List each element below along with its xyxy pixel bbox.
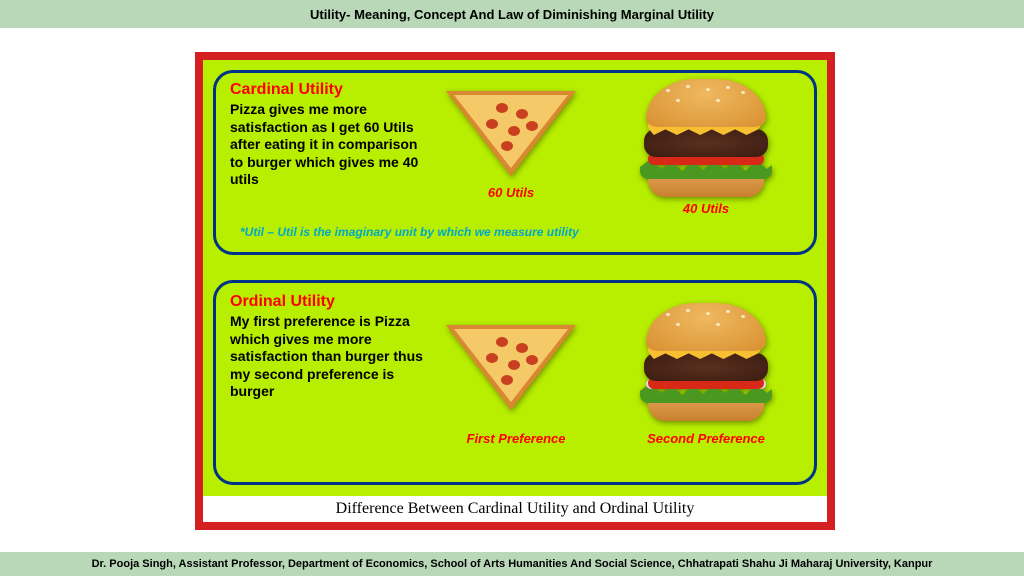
ordinal-title: Ordinal Utility	[230, 293, 335, 311]
pizza-utils-label: 60 Utils	[466, 185, 556, 200]
cardinal-body: Pizza gives me more satisfaction as I ge…	[230, 101, 425, 189]
cardinal-title: Cardinal Utility	[230, 81, 343, 99]
cardinal-panel: Cardinal Utility Pizza gives me more sat…	[213, 70, 817, 255]
header-title: Utility- Meaning, Concept And Law of Dim…	[310, 7, 714, 22]
pizza-preference-label: First Preference	[451, 431, 581, 446]
burger-icon	[636, 303, 776, 423]
main-diagram-frame: Cardinal Utility Pizza gives me more sat…	[195, 52, 835, 530]
pizza-icon	[446, 91, 576, 181]
footer-text: Dr. Pooja Singh, Assistant Professor, De…	[92, 558, 933, 570]
page-header: Utility- Meaning, Concept And Law of Dim…	[0, 0, 1024, 28]
diagram-caption: Difference Between Cardinal Utility and …	[203, 496, 827, 522]
burger-preference-label: Second Preference	[631, 431, 781, 446]
burger-icon	[636, 79, 776, 199]
ordinal-panel: Ordinal Utility My first preference is P…	[213, 280, 817, 485]
pizza-icon	[446, 325, 576, 415]
ordinal-body: My first preference is Pizza which gives…	[230, 313, 425, 401]
burger-utils-label: 40 Utils	[661, 201, 751, 216]
util-definition-note: *Util – Util is the imaginary unit by wh…	[240, 225, 579, 239]
page-footer: Dr. Pooja Singh, Assistant Professor, De…	[0, 552, 1024, 576]
